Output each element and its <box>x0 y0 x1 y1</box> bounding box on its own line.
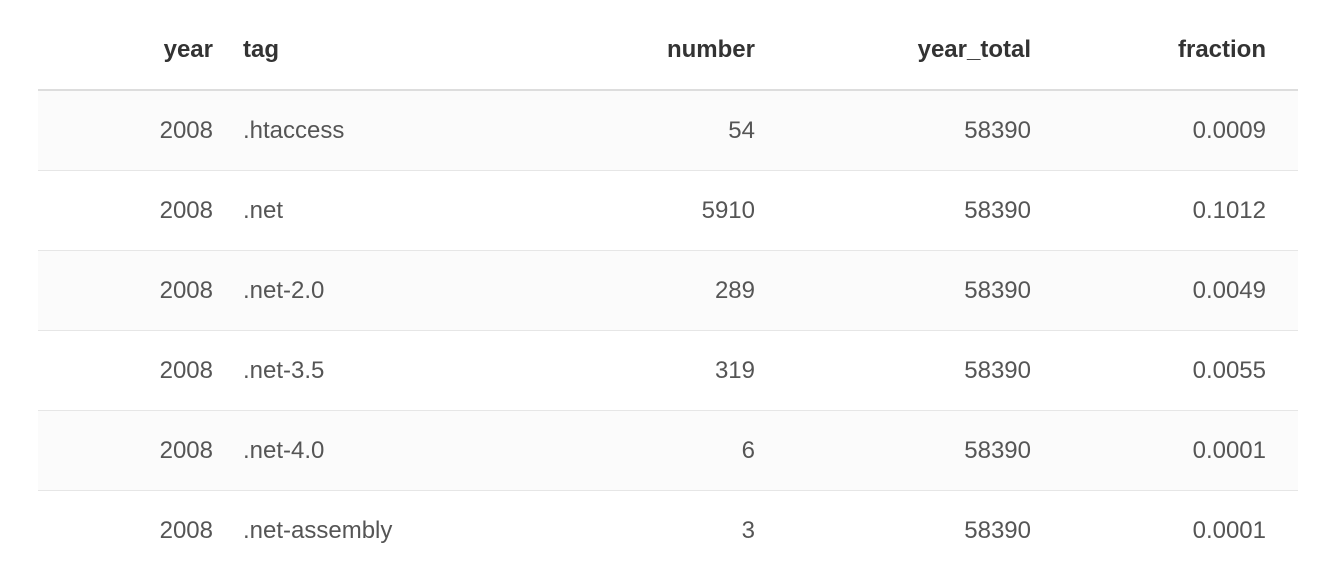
table-row: 2008 .net-3.5 319 58390 0.0055 <box>38 330 1298 411</box>
cell-year-total: 58390 <box>964 516 1031 544</box>
cell-fraction: 0.1012 <box>1031 170 1298 251</box>
table-row: 2008 .net-assembly 3 58390 0.0001 <box>38 491 1298 571</box>
cell-tag: .net-4.0 <box>213 410 413 491</box>
cell-number: 289 <box>413 250 755 331</box>
header-year-total[interactable]: year_total <box>755 10 1031 91</box>
cell-fraction: 0.0055 <box>1031 330 1298 411</box>
cell-tag: .net-assembly <box>243 516 393 544</box>
cell-year: 2008 <box>38 170 213 251</box>
cell-year: 2008 <box>38 410 213 491</box>
header-fraction[interactable]: fraction <box>1031 10 1298 91</box>
cell-tag: .net-2.0 <box>213 250 413 331</box>
table-header: year tag number year_total fraction <box>38 10 1298 91</box>
cell-number: 54 <box>413 90 755 171</box>
cell-fraction: 0.0049 <box>1031 250 1298 331</box>
cell-year: 2008 <box>159 516 213 544</box>
table-row: 2008 .net 5910 58390 0.1012 <box>38 170 1298 251</box>
table-row: 2008 .net-2.0 289 58390 0.0049 <box>38 250 1298 331</box>
table-row: 2008 .htaccess 54 58390 0.0009 <box>38 90 1298 171</box>
cell-number: 319 <box>413 330 755 411</box>
cell-number: 3 <box>741 516 755 544</box>
data-table-container: year tag number year_total fraction 2008… <box>38 10 1298 570</box>
data-table: year tag number year_total fraction 2008… <box>38 10 1298 570</box>
table-row: 2008 .net-4.0 6 58390 0.0001 <box>38 410 1298 491</box>
cell-fraction: 0.0001 <box>1031 410 1298 491</box>
cell-tag: .net <box>213 170 413 251</box>
cell-year-total: 58390 <box>755 410 1031 491</box>
header-row: year tag number year_total fraction <box>38 10 1298 91</box>
cell-number: 5910 <box>413 170 755 251</box>
cell-fraction: 0.0009 <box>1031 90 1298 171</box>
cell-year-total: 58390 <box>755 170 1031 251</box>
cell-year: 2008 <box>38 330 213 411</box>
cell-tag: .htaccess <box>213 90 413 171</box>
table-body: 2008 .htaccess 54 58390 0.0009 2008 .net… <box>38 90 1298 570</box>
cell-year-total: 58390 <box>755 330 1031 411</box>
cell-year-total: 58390 <box>755 90 1031 171</box>
header-year[interactable]: year <box>38 10 213 91</box>
header-number[interactable]: number <box>413 10 755 91</box>
cell-tag: .net-3.5 <box>213 330 413 411</box>
cell-year: 2008 <box>38 90 213 171</box>
cell-year-total: 58390 <box>755 250 1031 331</box>
cell-year: 2008 <box>38 250 213 331</box>
header-tag[interactable]: tag <box>213 10 413 91</box>
cell-number: 6 <box>413 410 755 491</box>
cell-fraction: 0.0001 <box>1192 516 1266 544</box>
